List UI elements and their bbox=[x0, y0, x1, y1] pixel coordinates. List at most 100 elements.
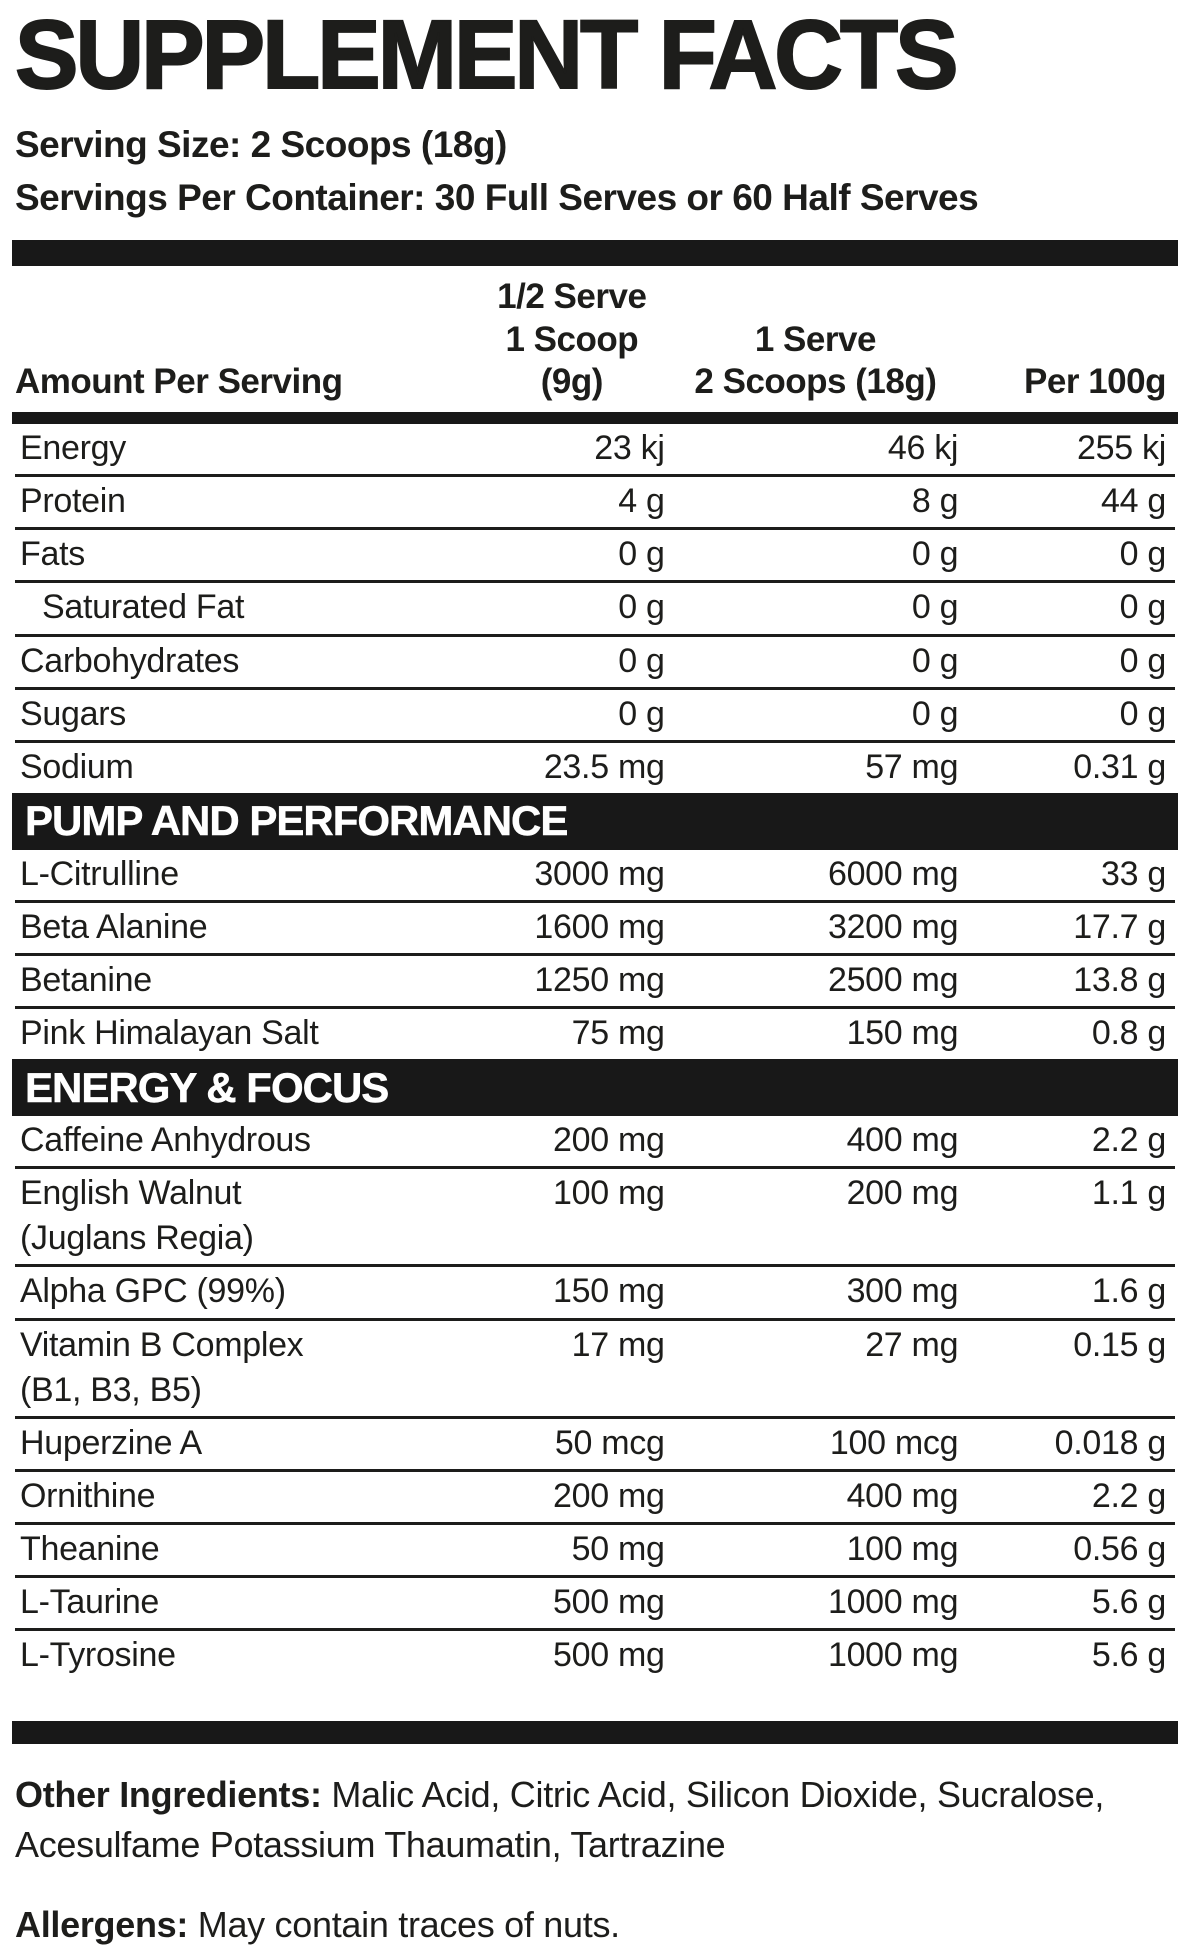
table-row: Protein 4 g 8 g 44 g bbox=[15, 477, 1175, 531]
value-full-serve: 8 g bbox=[911, 482, 959, 521]
value-per-100g: 5.6 g bbox=[1091, 1636, 1166, 1675]
ingredient-name: L-Citrulline bbox=[20, 854, 179, 893]
value-full-serve: 0 g bbox=[911, 588, 959, 627]
divider-footer bbox=[12, 1721, 1178, 1745]
table-row: Sugars 0 g 0 g 0 g bbox=[15, 690, 1175, 743]
value-half-serve: 50 mg bbox=[571, 1529, 665, 1568]
allergens-line: Allergens: May contain traces of nuts. bbox=[15, 1900, 1175, 1949]
divider-thick-top bbox=[12, 240, 1178, 267]
column-header-amount: Amount Per Serving bbox=[15, 362, 343, 402]
other-ingredients-line: Other Ingredients: Malic Acid, Citric Ac… bbox=[15, 1770, 1175, 1869]
ingredient-name: Sugars bbox=[20, 694, 126, 733]
serving-info: Serving Size: 2 Scoops (18g) Servings Pe… bbox=[15, 119, 1175, 224]
table-row: Huperzine A 50 mcg 100 mcg 0.018 g bbox=[15, 1419, 1175, 1472]
ingredient-name: Huperzine A bbox=[20, 1423, 202, 1462]
value-half-serve: 50 mcg bbox=[554, 1423, 665, 1462]
table-row: English Walnut (Juglans Regia) 100 mg 200 m… bbox=[15, 1169, 1175, 1268]
ingredient-name: Caffeine Anhydrous bbox=[20, 1121, 311, 1160]
value-full-serve: 1000 mg bbox=[827, 1583, 959, 1621]
half-serve-sublabel: 1 Scoop (9g) bbox=[505, 319, 639, 402]
ingredient-name: Vitamin B Complex (B1, B3, B5) bbox=[15, 1326, 479, 1410]
value-full-serve: 27 mg bbox=[865, 1325, 959, 1364]
table-row: L-Taurine 500 mg 1000 mg 5.6 g bbox=[15, 1578, 1175, 1632]
ingredient-name: Protein bbox=[20, 482, 126, 521]
value-full-serve: 0 g bbox=[911, 694, 959, 733]
value-half-serve: 100 mg bbox=[552, 1174, 665, 1213]
full-serve-sublabel: 2 Scoops (18g) bbox=[694, 362, 937, 402]
section-title: ENERGY & FOCUS bbox=[25, 1063, 390, 1111]
value-half-serve: 17 mg bbox=[571, 1325, 665, 1364]
section-header-energy-and-focus: ENERGY & FOCUS bbox=[12, 1059, 1178, 1117]
value-half-serve: 200 mg bbox=[552, 1121, 665, 1160]
table-row: Vitamin B Complex (B1, B3, B5) 17 mg 27 mg 0… bbox=[15, 1321, 1175, 1419]
ingredient-name: L-Taurine bbox=[20, 1583, 160, 1621]
section-title: PUMP AND PERFORMANCE bbox=[25, 797, 569, 845]
table-row: Energy 23 kj 46 kj 255 kj bbox=[15, 424, 1175, 478]
ingredient-name: Beta Alanine bbox=[20, 907, 208, 946]
other-ingredients-label: Other Ingredients: bbox=[15, 1774, 322, 1816]
ingredient-name: Saturated Fat bbox=[42, 588, 245, 627]
ingredient-name: Fats bbox=[20, 535, 85, 574]
value-per-100g: 1.6 g bbox=[1091, 1272, 1166, 1311]
value-per-100g: 0.56 g bbox=[1073, 1529, 1166, 1568]
ingredient-name-secondary: (B1, B3, B5) bbox=[20, 1370, 202, 1409]
value-per-100g: 0.018 g bbox=[1054, 1423, 1167, 1462]
ingredient-name: Sodium bbox=[20, 747, 134, 786]
table-row: Sodium 23.5 mg 57 mg 0.31 g bbox=[15, 743, 1175, 793]
table-row: Carbohydrates 0 g 0 g 0 g bbox=[15, 637, 1175, 690]
value-full-serve: 46 kj bbox=[887, 429, 959, 468]
table-row: Betanine 1250 mg 2500 mg 13.8 g bbox=[15, 956, 1175, 1010]
ingredient-name: Energy bbox=[20, 429, 126, 468]
value-half-serve: 500 mg bbox=[552, 1636, 665, 1675]
table-row: Pink Himalayan Salt 75 mg 150 mg 0.8 g bbox=[15, 1009, 1175, 1059]
ingredient-name: Carbohydrates bbox=[20, 641, 240, 680]
table-row: Theanine 50 mg 100 mg 0.56 g bbox=[15, 1525, 1175, 1578]
value-per-100g: 1.1 g bbox=[1091, 1174, 1166, 1213]
table-row: Alpha GPC (99%) 150 mg 300 mg 1.6 g bbox=[15, 1267, 1175, 1321]
value-full-serve: 100 mg bbox=[846, 1529, 959, 1568]
table-header: Amount Per Serving 1/2 Serve 1 Scoop (9g… bbox=[15, 276, 1175, 404]
table-row: Ornithine 200 mg 400 mg 2.2 g bbox=[15, 1472, 1175, 1525]
value-half-serve: 0 g bbox=[618, 535, 665, 574]
value-per-100g: 17.7 g bbox=[1073, 907, 1166, 946]
section-header-pump-and-performance: PUMP AND PERFORMANCE bbox=[12, 792, 1178, 850]
ingredient-name-secondary: (Juglans Regia) bbox=[20, 1219, 254, 1258]
panel-title: SUPPLEMENT FACTS bbox=[14, 0, 960, 109]
table-row: L-Citrulline 3000 mg 6000 mg 33 g bbox=[15, 850, 1175, 903]
ingredient-name: Ornithine bbox=[20, 1476, 156, 1515]
value-per-100g: 44 g bbox=[1101, 482, 1166, 521]
column-header-half-serve: 1/2 Serve 1 Scoop (9g) bbox=[479, 276, 665, 404]
value-per-100g: 0 g bbox=[1119, 641, 1167, 680]
ingredient-name: L-Tyrosine bbox=[20, 1636, 176, 1675]
table-row: Fats 0 g 0 g 0 g bbox=[15, 530, 1175, 584]
table-row: Beta Alanine 1600 mg 3200 mg 17.7 g bbox=[15, 903, 1175, 956]
value-per-100g: 13.8 g bbox=[1073, 960, 1166, 999]
value-half-serve: 1600 mg bbox=[534, 907, 665, 946]
ingredient-name: English Walnut (Juglans Regia) bbox=[15, 1174, 479, 1258]
pump-and-performance-table: L-Citrulline 3000 mg 6000 mg 33 g Beta Alani… bbox=[15, 850, 1175, 1059]
value-half-serve: 150 mg bbox=[552, 1272, 665, 1311]
energy-and-focus-table: Caffeine Anhydrous 200 mg 400 mg 2.2 g Engli… bbox=[15, 1116, 1175, 1681]
value-per-100g: 0 g bbox=[1119, 588, 1167, 627]
value-per-100g: 0.15 g bbox=[1073, 1325, 1166, 1364]
table-row: L-Tyrosine 500 mg 1000 mg 5.6 g bbox=[15, 1631, 1175, 1681]
servings-per-container-line: Servings Per Container: 30 Full Serves o… bbox=[15, 176, 979, 218]
value-full-serve: 6000 mg bbox=[827, 854, 959, 893]
value-full-serve: 1000 mg bbox=[827, 1636, 959, 1675]
value-half-serve: 500 mg bbox=[552, 1583, 665, 1621]
value-full-serve: 400 mg bbox=[846, 1121, 959, 1160]
value-half-serve: 1250 mg bbox=[534, 960, 665, 999]
value-per-100g: 33 g bbox=[1101, 854, 1166, 893]
value-full-serve: 300 mg bbox=[846, 1272, 959, 1311]
value-half-serve: 3000 mg bbox=[534, 854, 665, 893]
value-per-100g: 0.8 g bbox=[1091, 1014, 1166, 1053]
value-half-serve: 200 mg bbox=[552, 1476, 665, 1515]
value-half-serve: 0 g bbox=[618, 694, 665, 733]
nutrition-table: Energy 23 kj 46 kj 255 kj Protein 4 g 8 g 44 g F… bbox=[15, 424, 1175, 793]
table-row: Saturated Fat 0 g 0 g 0 g bbox=[15, 583, 1175, 637]
full-serve-label: 1 Serve bbox=[754, 319, 877, 359]
value-full-serve: 0 g bbox=[911, 641, 959, 680]
value-per-100g: 0 g bbox=[1119, 694, 1167, 733]
table-row: Caffeine Anhydrous 200 mg 400 mg 2.2 g bbox=[15, 1116, 1175, 1170]
value-per-100g: 5.6 g bbox=[1091, 1583, 1166, 1621]
